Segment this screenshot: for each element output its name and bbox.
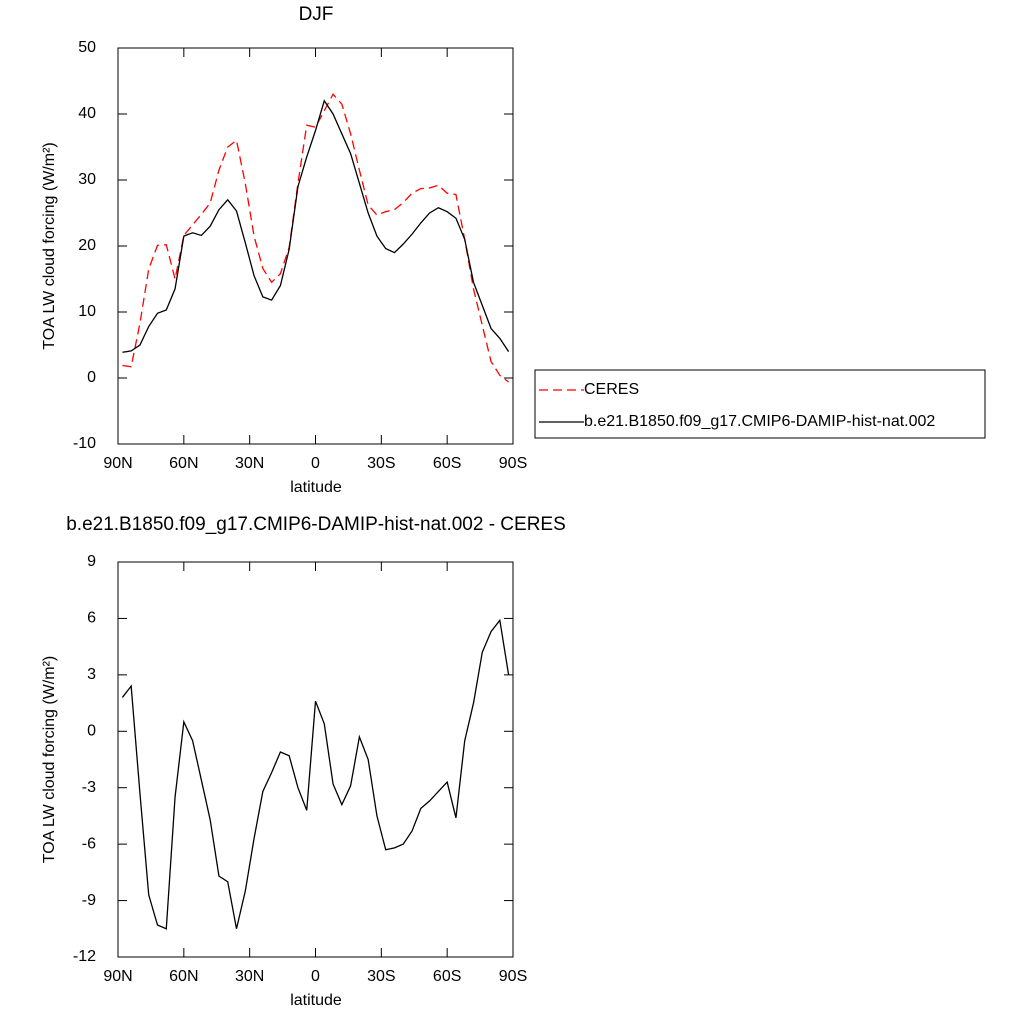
y-tick-label: -6 — [82, 835, 96, 852]
x-tick-label: 30N — [235, 968, 264, 985]
data-line — [121, 618, 510, 930]
x-tick-label: 30S — [367, 455, 395, 472]
x-tick-label: 30S — [367, 968, 395, 985]
x-axis-label: latitude — [290, 479, 342, 496]
y-axis-label: TOA LW cloud forcing (W/m²) — [41, 142, 58, 349]
x-tick-label: 60N — [169, 455, 198, 472]
y-tick-label: 0 — [87, 723, 96, 740]
x-tick-label: 90S — [499, 455, 527, 472]
y-tick-label: -9 — [82, 892, 96, 909]
legend-label: b.e21.B1850.f09_g17.CMIP6-DAMIP-hist-nat… — [584, 413, 935, 430]
x-tick-label: 0 — [311, 455, 320, 472]
x-tick-label: 90S — [499, 968, 527, 985]
y-tick-label: 30 — [78, 171, 96, 188]
y-tick-label: 40 — [78, 105, 96, 122]
x-tick-label: 60N — [169, 968, 198, 985]
y-tick-label: 6 — [87, 610, 96, 627]
data-line — [122, 93, 510, 383]
x-tick-label: 0 — [311, 968, 320, 985]
y-tick-label: 20 — [78, 237, 96, 254]
y-axis-label: TOA LW cloud forcing (W/m²) — [41, 656, 58, 863]
y-tick-label: 9 — [87, 553, 96, 570]
data-line — [122, 99, 510, 353]
chart-title: b.e21.B1850.f09_g17.CMIP6-DAMIP-hist-nat… — [66, 514, 566, 535]
legend-box — [534, 369, 986, 439]
y-tick-label: 3 — [87, 666, 96, 683]
x-tick-label: 60S — [433, 455, 461, 472]
x-tick-label: 90N — [103, 968, 132, 985]
y-tick-label: -3 — [82, 779, 96, 796]
x-tick-label: 30N — [235, 455, 264, 472]
legend-label: CERES — [584, 381, 639, 398]
plot-frame — [117, 561, 514, 958]
chart-title: DJF — [299, 4, 334, 25]
x-tick-label: 90N — [103, 455, 132, 472]
y-tick-label: 10 — [78, 303, 96, 320]
x-axis-label: latitude — [290, 992, 342, 1009]
plot-frame — [117, 47, 514, 445]
y-tick-label: 0 — [87, 369, 96, 386]
x-tick-label: 60S — [433, 968, 461, 985]
y-tick-label: -10 — [73, 435, 96, 452]
y-tick-label: 50 — [78, 39, 96, 56]
y-tick-label: -12 — [73, 948, 96, 965]
